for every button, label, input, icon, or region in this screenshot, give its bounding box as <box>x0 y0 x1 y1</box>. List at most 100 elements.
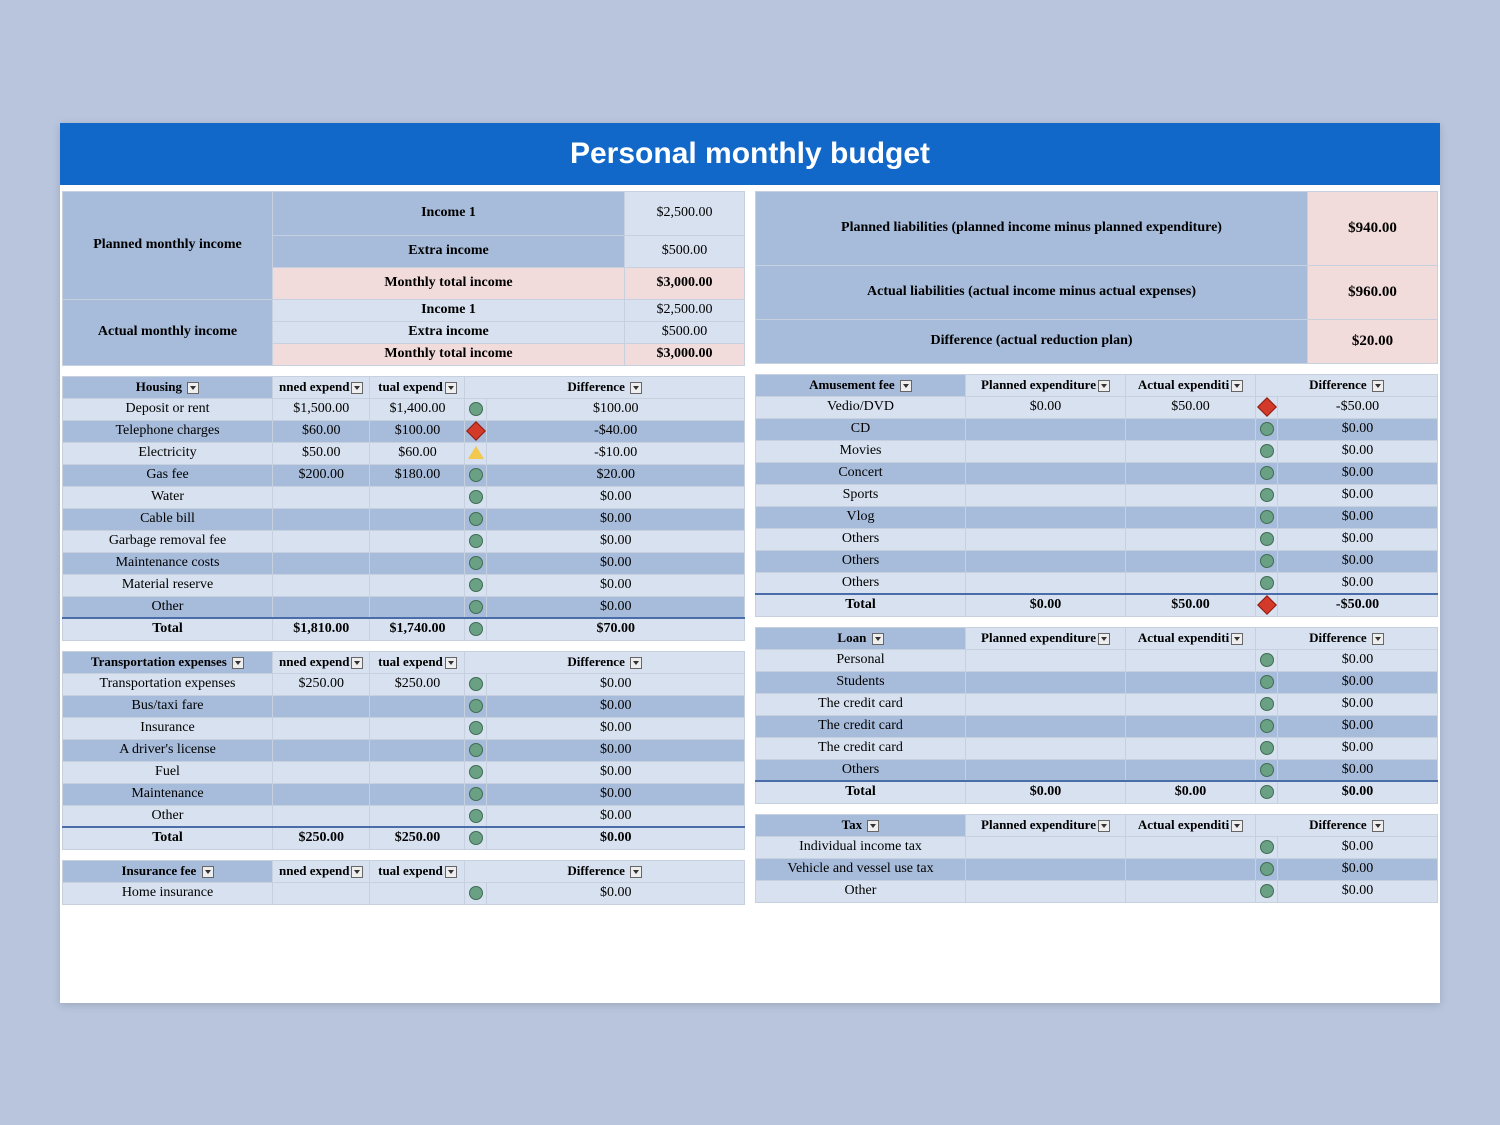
difference-header[interactable]: Difference <box>1256 374 1438 396</box>
planned-cell[interactable] <box>273 783 370 805</box>
category-header[interactable]: Amusement fee <box>756 374 966 396</box>
actual-cell[interactable]: $100.00 <box>370 420 465 442</box>
category-header[interactable]: Loan <box>756 627 966 649</box>
actual-cell[interactable] <box>1126 462 1256 484</box>
actual-cell[interactable] <box>1126 880 1256 902</box>
actual-cell[interactable] <box>370 508 465 530</box>
filter-dropdown-icon[interactable] <box>1098 380 1110 392</box>
actual-cell[interactable] <box>1126 550 1256 572</box>
filter-dropdown-icon[interactable] <box>1372 380 1384 392</box>
actual-cell[interactable] <box>370 739 465 761</box>
actual-cell[interactable] <box>370 761 465 783</box>
planned-cell[interactable] <box>966 880 1126 902</box>
income-row-value[interactable]: $2,500.00 <box>625 299 745 321</box>
actual-cell[interactable] <box>1126 440 1256 462</box>
difference-header[interactable]: Difference <box>465 860 745 882</box>
income-row-value[interactable]: $500.00 <box>625 321 745 343</box>
planned-cell[interactable] <box>966 550 1126 572</box>
filter-dropdown-icon[interactable] <box>872 633 884 645</box>
planned-cell[interactable] <box>966 440 1126 462</box>
filter-dropdown-icon[interactable] <box>630 866 642 878</box>
actual-cell[interactable] <box>370 717 465 739</box>
filter-dropdown-icon[interactable] <box>187 382 199 394</box>
actual-cell[interactable] <box>1126 671 1256 693</box>
planned-cell[interactable]: $60.00 <box>273 420 370 442</box>
planned-cell[interactable]: $200.00 <box>273 464 370 486</box>
actual-cell[interactable] <box>370 486 465 508</box>
category-header[interactable]: Insurance fee <box>63 860 273 882</box>
planned-cell[interactable] <box>966 462 1126 484</box>
actual-cell[interactable] <box>370 530 465 552</box>
actual-cell[interactable] <box>1126 572 1256 594</box>
planned-cell[interactable] <box>273 530 370 552</box>
actual-cell[interactable] <box>1126 506 1256 528</box>
filter-dropdown-icon[interactable] <box>1098 820 1110 832</box>
planned-cell[interactable] <box>966 418 1126 440</box>
income-row-value[interactable]: $2,500.00 <box>625 191 745 235</box>
planned-cell[interactable] <box>273 761 370 783</box>
planned-cell[interactable] <box>966 737 1126 759</box>
planned-cell[interactable] <box>966 858 1126 880</box>
filter-dropdown-icon[interactable] <box>351 866 363 878</box>
filter-dropdown-icon[interactable] <box>1231 380 1243 392</box>
category-header[interactable]: Transportation expenses <box>63 651 273 673</box>
actual-cell[interactable] <box>1126 484 1256 506</box>
actual-cell[interactable]: $1,400.00 <box>370 398 465 420</box>
planned-header[interactable]: Planned expenditure <box>966 814 1126 836</box>
actual-cell[interactable] <box>1126 649 1256 671</box>
category-header[interactable]: Tax <box>756 814 966 836</box>
planned-cell[interactable] <box>273 739 370 761</box>
planned-cell[interactable] <box>273 596 370 618</box>
filter-dropdown-icon[interactable] <box>630 382 642 394</box>
actual-cell[interactable] <box>1126 528 1256 550</box>
actual-cell[interactable] <box>1126 737 1256 759</box>
filter-dropdown-icon[interactable] <box>900 380 912 392</box>
actual-header[interactable]: tual expend <box>370 376 465 398</box>
actual-cell[interactable] <box>1126 858 1256 880</box>
actual-cell[interactable] <box>1126 836 1256 858</box>
filter-dropdown-icon[interactable] <box>1098 633 1110 645</box>
planned-cell[interactable] <box>273 574 370 596</box>
planned-cell[interactable]: $1,500.00 <box>273 398 370 420</box>
filter-dropdown-icon[interactable] <box>1231 633 1243 645</box>
filter-dropdown-icon[interactable] <box>1372 633 1384 645</box>
planned-cell[interactable]: $50.00 <box>273 442 370 464</box>
filter-dropdown-icon[interactable] <box>232 657 244 669</box>
planned-cell[interactable] <box>966 649 1126 671</box>
planned-cell[interactable] <box>966 693 1126 715</box>
filter-dropdown-icon[interactable] <box>445 382 457 394</box>
filter-dropdown-icon[interactable] <box>867 820 879 832</box>
filter-dropdown-icon[interactable] <box>1372 820 1384 832</box>
actual-cell[interactable]: $250.00 <box>370 673 465 695</box>
planned-cell[interactable] <box>966 572 1126 594</box>
planned-header[interactable]: nned expend <box>273 376 370 398</box>
actual-cell[interactable]: $180.00 <box>370 464 465 486</box>
income-row-value[interactable]: $500.00 <box>625 235 745 267</box>
planned-cell[interactable] <box>273 552 370 574</box>
filter-dropdown-icon[interactable] <box>351 382 363 394</box>
planned-header[interactable]: Planned expenditure <box>966 627 1126 649</box>
actual-cell[interactable] <box>370 695 465 717</box>
actual-cell[interactable] <box>370 596 465 618</box>
planned-cell[interactable] <box>273 805 370 827</box>
planned-cell[interactable] <box>966 484 1126 506</box>
planned-cell[interactable] <box>273 882 370 904</box>
planned-cell[interactable]: $250.00 <box>273 673 370 695</box>
actual-cell[interactable]: $50.00 <box>1126 396 1256 418</box>
filter-dropdown-icon[interactable] <box>1231 820 1243 832</box>
actual-header[interactable]: Actual expenditi <box>1126 374 1256 396</box>
filter-dropdown-icon[interactable] <box>202 866 214 878</box>
actual-header[interactable]: Actual expenditi <box>1126 814 1256 836</box>
actual-header[interactable]: tual expend <box>370 651 465 673</box>
planned-cell[interactable] <box>966 506 1126 528</box>
planned-cell[interactable]: $0.00 <box>966 396 1126 418</box>
filter-dropdown-icon[interactable] <box>445 866 457 878</box>
difference-header[interactable]: Difference <box>465 651 745 673</box>
actual-header[interactable]: tual expend <box>370 860 465 882</box>
category-header[interactable]: Housing <box>63 376 273 398</box>
actual-cell[interactable] <box>370 783 465 805</box>
planned-header[interactable]: nned expend <box>273 860 370 882</box>
actual-cell[interactable] <box>370 574 465 596</box>
actual-cell[interactable] <box>1126 715 1256 737</box>
difference-header[interactable]: Difference <box>465 376 745 398</box>
